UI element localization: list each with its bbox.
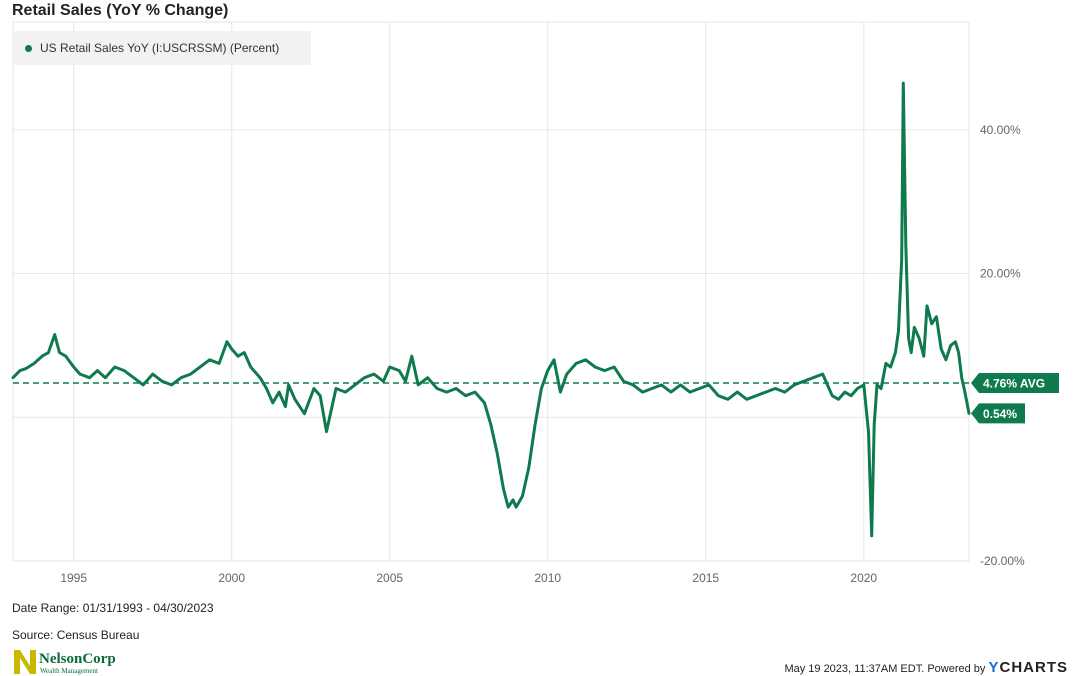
x-tick-label: 1995 [60,571,87,585]
ycharts-logo[interactable]: YCHARTS [988,659,1068,676]
x-tick-label: 2000 [218,571,245,585]
chart-title: Retail Sales (YoY % Change) [12,2,229,19]
x-tick-label: 2015 [692,571,719,585]
y-tick-label: -20.00% [980,554,1025,568]
x-tick-label: 2005 [376,571,403,585]
average-badge-label: 4.76% AVG [983,377,1045,391]
y-tick-label: 20.00% [980,267,1021,281]
last-value-badge-label: 0.54% [983,407,1017,421]
series-layer [11,81,971,538]
ycharts-attribution: May 19 2023, 11:37AM EDT. Powered by YCH… [784,659,1068,676]
legend-marker [25,44,32,52]
legend[interactable]: US Retail Sales YoY (I:USCRSSM) (Percent… [13,31,311,65]
ycharts-wordmark: CHARTS [999,659,1068,676]
value-badges: 4.76% AVG 0.54% [971,373,1059,424]
logo-n-mark [14,650,36,674]
series-line [11,81,971,538]
powered-by: Powered by [927,663,986,675]
tick-labels: 1995 2000 2005 2010 2015 2020 -20.00% 20.00% 40.… [60,123,1025,585]
nelsoncorp-logo: NelsonCorp Wealth Management [14,650,116,675]
date-range: Date Range: 01/31/1993 - 04/30/2023 [12,601,214,615]
last-value-badge-shape [971,403,1025,424]
logo-name: NelsonCorp [39,651,116,667]
ycharts-y: Y [988,659,1000,676]
average-badge-shape [971,373,1059,394]
x-tick-label: 2010 [534,571,561,585]
y-tick-label: 40.00% [980,123,1021,137]
last-value-badge: 0.54% [971,403,1025,424]
source-note: Source: Census Bureau [12,628,140,642]
legend-label: US Retail Sales YoY (I:USCRSSM) (Percent… [40,41,280,55]
timestamp: May 19 2023, 11:37AM EDT. [784,663,925,675]
grid [13,22,969,562]
average-badge: 4.76% AVG [971,373,1059,394]
logo-tagline: Wealth Management [40,667,98,675]
x-tick-label: 2020 [850,571,877,585]
plot-background [12,21,970,562]
